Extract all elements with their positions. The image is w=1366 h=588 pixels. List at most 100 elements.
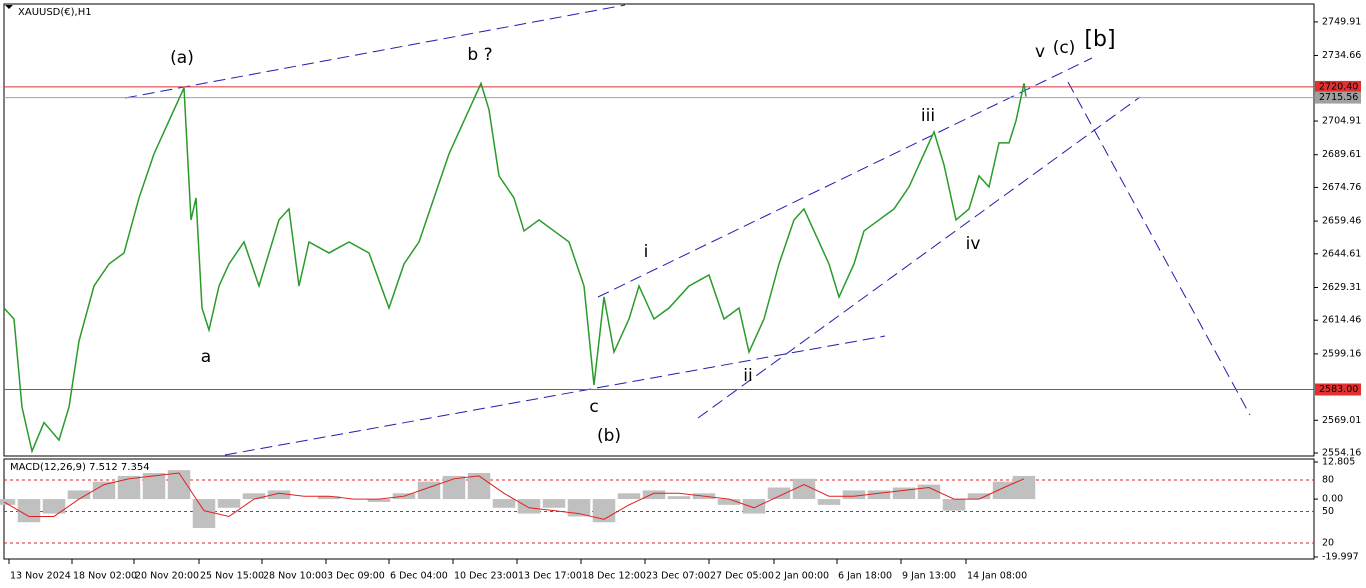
price-line-series (3, 81, 1027, 454)
trend-line (224, 335, 886, 456)
y-tick-label: 2704.91 (1322, 116, 1361, 127)
indicator-tick-label: 12.805 (1322, 457, 1355, 468)
trend-line (597, 57, 1093, 298)
macd-bar (742, 499, 766, 514)
macd-bar (242, 493, 266, 500)
menu-arrow[interactable] (5, 5, 13, 9)
y-tick-label: 2599.16 (1322, 348, 1361, 359)
x-tick-label: 13 Nov 2024 (10, 571, 71, 582)
y-tick-label: 2644.61 (1322, 248, 1361, 259)
price-label-box (1315, 80, 1361, 93)
x-tick-label: 25 Nov 15:00 (200, 571, 264, 582)
macd-bar (67, 490, 91, 500)
macd-bar (17, 499, 41, 523)
wave-label: ii (743, 366, 752, 386)
macd-bar (442, 475, 466, 500)
indicator-title: MACD(12,26,9) 7.512 7.354 (10, 462, 150, 473)
x-tick-label: 18 Dec 12:00 (582, 571, 646, 582)
macd-bar (717, 499, 741, 505)
wave-label: (c) (1053, 38, 1076, 58)
wave-label: iii (921, 106, 935, 126)
chart-title: XAUUSD(€),H1 (18, 7, 92, 18)
macd-bar (492, 499, 516, 508)
x-tick-label: 2 Jan 00:00 (775, 571, 829, 582)
wave-label: b ? (467, 45, 492, 65)
x-tick-label: 13 Dec 17:00 (518, 571, 582, 582)
x-tick-label: 14 Jan 08:00 (967, 571, 1027, 582)
macd-bar (567, 499, 591, 517)
y-tick-label: 2689.61 (1322, 149, 1361, 160)
wave-label: [b] (1084, 27, 1115, 52)
macd-bar (367, 499, 391, 502)
x-tick-label: 6 Dec 04:00 (390, 571, 448, 582)
macd-bar (592, 499, 616, 523)
price-label: 2583.00 (1319, 384, 1358, 395)
macd-bar (117, 475, 141, 500)
macd-bar (967, 493, 991, 500)
y2-tick-label: 20 (1322, 538, 1334, 549)
x-tick-label: 18 Nov 02:00 (73, 571, 137, 582)
wave-label: (b) (597, 426, 621, 446)
macd-bar (892, 487, 916, 500)
macd-bar (517, 499, 541, 514)
x-tick-label: 3 Dec 09:00 (327, 571, 385, 582)
macd-bar (1012, 475, 1036, 500)
macd-bar (667, 496, 691, 500)
y-tick-label: 2569.01 (1322, 415, 1361, 426)
x-tick-label: 20 Nov 20:00 (135, 571, 199, 582)
macd-bar (642, 490, 666, 500)
price-label-box (1315, 383, 1361, 396)
x-tick-label: 23 Dec 07:00 (646, 571, 710, 582)
macd-bar (617, 493, 641, 500)
macd-bar (167, 470, 191, 500)
macd-bar (142, 473, 166, 500)
macd-bar (42, 499, 66, 514)
macd-bar (817, 499, 841, 505)
y-tick-label: 2674.76 (1322, 182, 1361, 193)
y-tick-label: 2629.31 (1322, 282, 1361, 293)
price-label: 2720.40 (1319, 81, 1358, 92)
macd-bar (192, 499, 216, 529)
wave-label: iv (966, 234, 981, 254)
macd-bar (317, 496, 341, 500)
macd-bar (542, 499, 566, 508)
macd-bar (867, 490, 891, 500)
price-label-box (1315, 91, 1361, 104)
indicator-frame (3, 458, 1315, 560)
x-tick-label: 6 Jan 18:00 (838, 571, 892, 582)
trend-lines (124, 4, 1251, 456)
macd-bar (842, 490, 866, 500)
y2-tick-label: 50 (1322, 506, 1334, 517)
wave-label: a (201, 347, 211, 367)
indicator-tick-label: 0.00 (1322, 494, 1343, 505)
x-tick-label: 28 Nov 10:00 (263, 571, 327, 582)
signal-line (3, 472, 1025, 520)
y-tick-label: 2659.46 (1322, 216, 1361, 227)
macd-bar (992, 481, 1016, 500)
macd-bar (0, 499, 16, 505)
macd-bar (267, 490, 291, 500)
y-tick-label: 2614.46 (1322, 315, 1361, 326)
macd-bar (792, 478, 816, 500)
y-tick-label: 2734.66 (1322, 50, 1361, 61)
price-label: 2715.56 (1319, 92, 1358, 103)
indicator-tick-label: -19.997 (1322, 552, 1359, 563)
macd-bar (92, 481, 116, 500)
trend-line (697, 96, 1141, 419)
x-tick-label: 10 Dec 23:00 (454, 571, 518, 582)
wave-label: c (589, 397, 598, 417)
macd-bar (942, 499, 966, 511)
y2-tick-label: 80 (1322, 475, 1334, 486)
wave-label: (a) (170, 48, 194, 68)
macd-bar (217, 499, 241, 508)
x-tick-label: 27 Dec 05:00 (710, 571, 774, 582)
trend-line (1067, 81, 1251, 416)
x-tick-label: 9 Jan 13:00 (902, 571, 956, 582)
wave-label: v (1035, 42, 1045, 62)
y-tick-label: 2554.16 (1322, 448, 1361, 459)
wave-label: i (644, 242, 649, 262)
macd-bar (767, 487, 791, 500)
macd-bar (917, 484, 941, 500)
main-frame (3, 3, 1315, 457)
